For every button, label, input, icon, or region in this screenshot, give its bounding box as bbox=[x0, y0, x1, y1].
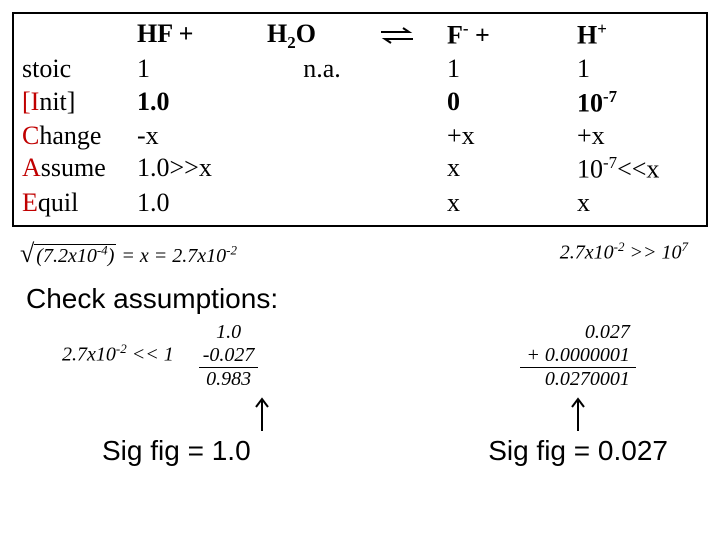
cell: 10-7<<x bbox=[577, 152, 697, 186]
hdr-hf: HF + bbox=[137, 18, 267, 53]
cell: 1 bbox=[447, 53, 577, 86]
lower-left: 2.7x10-2 << 1 1.0 -0.027 0.983 Sig fig =… bbox=[52, 321, 272, 467]
f-text: F bbox=[447, 21, 463, 50]
lower-right: 0.027 + 0.0000001 0.0270001 Sig fig = 0.… bbox=[488, 321, 668, 467]
arrow-up-icon bbox=[252, 395, 272, 433]
ll-pre: 2.7x10 bbox=[62, 344, 116, 366]
cell bbox=[267, 120, 377, 153]
equilibrium-arrows-icon bbox=[377, 27, 413, 45]
cell: x bbox=[577, 187, 697, 220]
mid-formula-row: √(7.2x10-4) = x = 2.7x10-2 2.7x10-2 >> 1… bbox=[12, 235, 708, 269]
sigfig-left: Sig fig = 1.0 bbox=[102, 435, 272, 467]
h-assume-sup: -7 bbox=[603, 153, 617, 172]
cell bbox=[267, 187, 377, 220]
blank-cell bbox=[22, 18, 137, 53]
row-label: Equil bbox=[22, 187, 137, 220]
cmp-a-sup: -2 bbox=[614, 239, 625, 254]
cell bbox=[267, 152, 377, 186]
h-assume: 10 bbox=[577, 155, 603, 184]
cell bbox=[377, 53, 447, 86]
h-sup: + bbox=[597, 19, 607, 38]
row-label: [Init] bbox=[22, 86, 137, 120]
cell: 1.0 bbox=[137, 86, 267, 120]
cell bbox=[377, 152, 447, 186]
sqrt-formula: √(7.2x10-4) = x = 2.7x10-2 bbox=[20, 239, 237, 269]
cmp-b-sup: 7 bbox=[682, 239, 689, 254]
h-init-sup: -7 bbox=[603, 87, 617, 106]
check-assumptions-label: Check assumptions: bbox=[26, 283, 708, 315]
sum-l3: 0.0270001 bbox=[520, 367, 636, 391]
cell: 10-7 bbox=[577, 86, 697, 120]
h2o-sub: 2 bbox=[287, 33, 295, 52]
cell: x bbox=[447, 152, 577, 186]
cell bbox=[377, 120, 447, 153]
cell: x bbox=[447, 187, 577, 220]
row-label: Assume bbox=[22, 152, 137, 186]
frac-den: 0.983 bbox=[199, 368, 259, 391]
h2o-o: O bbox=[296, 19, 316, 48]
right-sum: 0.027 + 0.0000001 0.0270001 bbox=[520, 321, 636, 391]
eq-sup: -2 bbox=[226, 242, 237, 257]
cell: 1.0 bbox=[137, 187, 267, 220]
eq-text: = x = 2.7x10 bbox=[116, 245, 226, 267]
compare-formula: 2.7x10-2 >> 107 bbox=[560, 239, 688, 269]
cell: 1 bbox=[577, 53, 697, 86]
hdr-h: H+ bbox=[577, 18, 697, 53]
h2o-h: H bbox=[267, 19, 287, 48]
cell: +x bbox=[577, 120, 697, 153]
cell: 1.0>>x bbox=[137, 152, 267, 186]
h-text: H bbox=[577, 21, 597, 50]
h-init: 10 bbox=[577, 88, 603, 117]
cell bbox=[377, 187, 447, 220]
sqrt-inner: 7.2x10 bbox=[43, 245, 97, 267]
sum-l1: 0.027 bbox=[520, 321, 636, 344]
left-compare: 2.7x10-2 << 1 1.0 -0.027 0.983 bbox=[62, 321, 272, 391]
left-fraction: 1.0 -0.027 0.983 bbox=[199, 321, 259, 391]
h-assume-tail: <<x bbox=[617, 155, 659, 184]
cell bbox=[267, 86, 377, 120]
lower-calcs: 2.7x10-2 << 1 1.0 -0.027 0.983 Sig fig =… bbox=[12, 321, 708, 467]
cell: n.a. bbox=[267, 53, 377, 86]
cell: -x bbox=[137, 120, 267, 153]
ll-pre-sup: -2 bbox=[116, 341, 127, 356]
f-plus: + bbox=[469, 21, 490, 50]
sum-l2: + 0.0000001 bbox=[520, 344, 636, 367]
ice-table-box: HF + H2O F- + H+ stoic 1 n.a. 1 1 bbox=[12, 12, 708, 227]
hdr-arrows bbox=[377, 18, 447, 53]
init-tail: nit] bbox=[39, 87, 75, 116]
cell bbox=[377, 86, 447, 120]
cmp-op: >> 10 bbox=[625, 242, 682, 264]
cell: 0 bbox=[447, 86, 577, 120]
row-label: Change bbox=[22, 120, 137, 153]
ll-cmp: << 1 bbox=[127, 344, 174, 366]
hdr-f: F- + bbox=[447, 18, 577, 53]
cell: +x bbox=[447, 120, 577, 153]
hdr-h2o: H2O bbox=[267, 18, 377, 53]
row-label: stoic bbox=[22, 53, 137, 86]
cmp-a: 2.7x10 bbox=[560, 242, 614, 264]
arrow-up-icon bbox=[568, 395, 588, 433]
sqrt-sup: -4 bbox=[97, 242, 108, 257]
frac-line2: -0.027 bbox=[199, 344, 259, 368]
frac-line1: 1.0 bbox=[199, 321, 259, 344]
ice-table: HF + H2O F- + H+ stoic 1 n.a. 1 1 bbox=[22, 18, 698, 219]
cell: 1 bbox=[137, 53, 267, 86]
sigfig-right: Sig fig = 0.027 bbox=[488, 435, 668, 467]
